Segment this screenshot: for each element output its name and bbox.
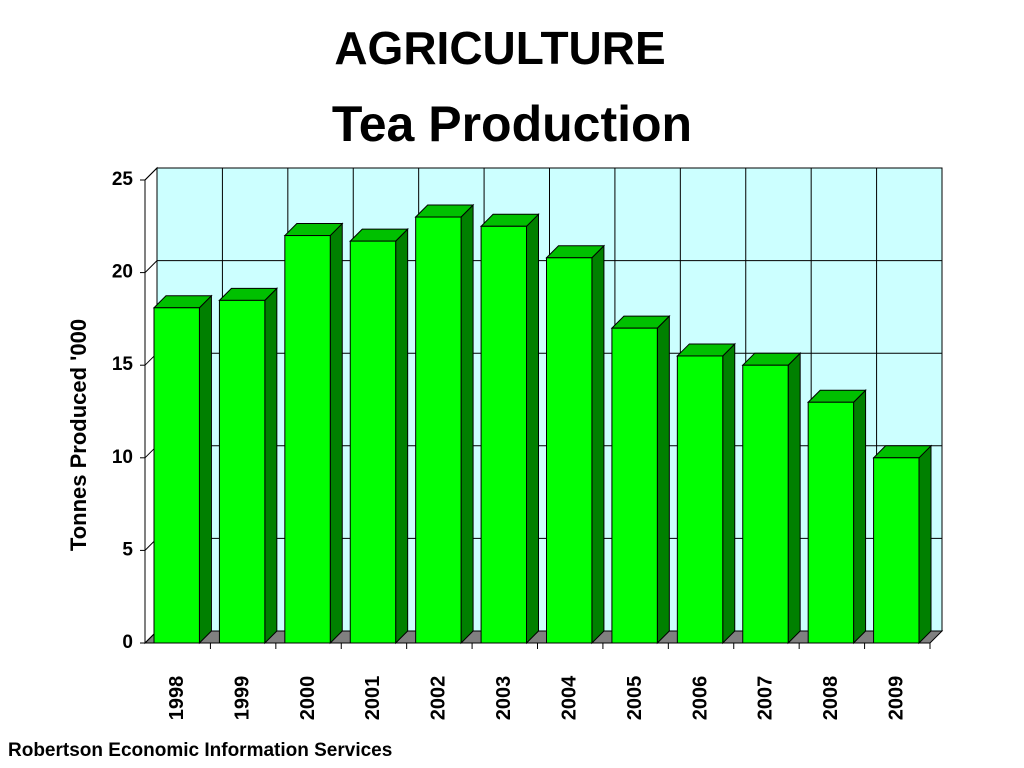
chart-title: AGRICULTURE [334, 22, 665, 74]
bar-side [918, 444, 932, 645]
bar-side [787, 351, 801, 645]
bar-side [526, 213, 539, 645]
y-tick-label: 15 [112, 354, 134, 375]
bar-side [460, 203, 474, 645]
x-tick-label: 1998 [166, 676, 188, 721]
grid-line-depth [144, 167, 158, 181]
bar-side [395, 227, 409, 645]
bar-side [329, 222, 343, 645]
x-tick-label: 2006 [689, 676, 711, 721]
x-tick-label: 2004 [558, 675, 580, 720]
y-tick-label: 10 [112, 447, 133, 468]
x-tick-label: 2000 [297, 676, 319, 721]
x-tick-label: 2005 [624, 676, 646, 721]
y-tick-label: 5 [122, 539, 133, 560]
bar [546, 257, 593, 644]
y-axis-label: Tonnes Produced '000 [66, 319, 91, 551]
x-tick-label: 1999 [231, 676, 253, 721]
y-tick-label: 25 [112, 169, 134, 190]
bar-side [722, 342, 736, 645]
x-tick-label: 2002 [428, 676, 450, 721]
bar [153, 307, 200, 644]
bar [284, 235, 331, 644]
bar [480, 225, 528, 644]
bar [873, 457, 920, 644]
x-tick-label: 2003 [493, 676, 515, 721]
source-note: Robertson Economic Information Services [8, 740, 392, 761]
bar [349, 240, 397, 644]
bar-side [198, 294, 212, 645]
x-tick-label: 2001 [362, 676, 384, 721]
x-tick-label: 2007 [755, 676, 777, 721]
bar [611, 327, 658, 644]
y-tick-label: 0 [122, 632, 133, 653]
bar [218, 299, 266, 644]
bar-side [656, 314, 670, 645]
bar [415, 216, 462, 644]
chart-subtitle: Tea Production [332, 96, 692, 152]
bar [676, 355, 724, 644]
grid-line-depth [144, 260, 158, 273]
bar-side [264, 287, 278, 645]
bar-side [591, 244, 605, 645]
bar [807, 401, 855, 644]
x-tick-label: 2009 [886, 676, 908, 721]
x-tick-label: 2008 [820, 676, 842, 721]
bar [742, 364, 789, 644]
y-tick-label: 20 [112, 262, 133, 283]
bar-side [853, 389, 867, 645]
